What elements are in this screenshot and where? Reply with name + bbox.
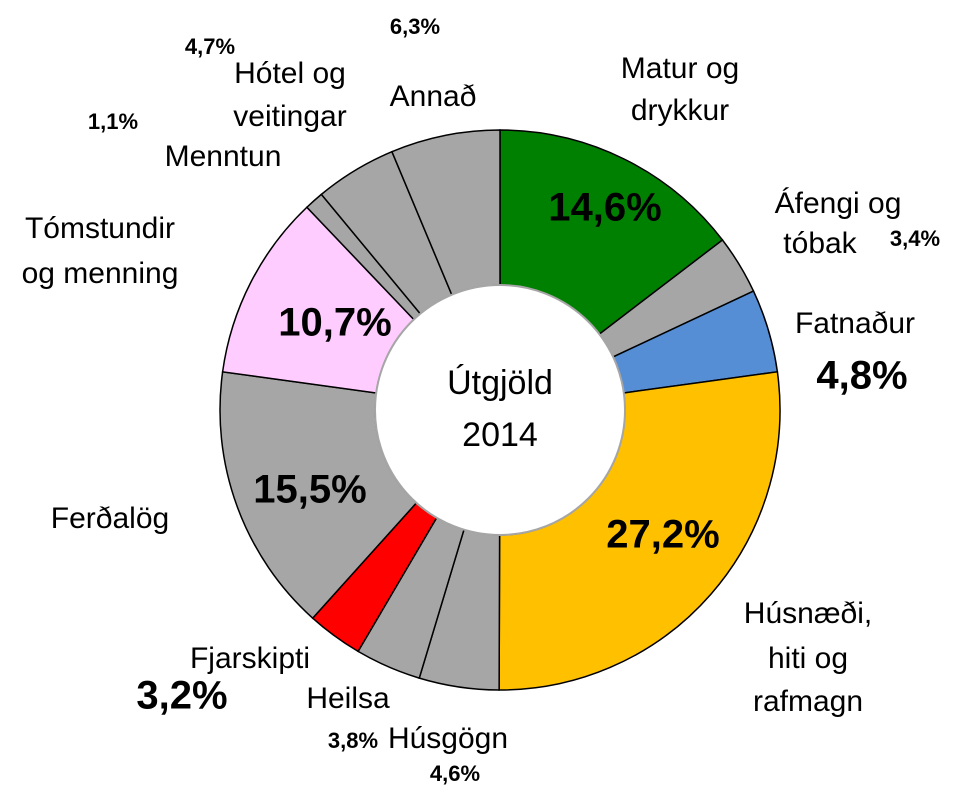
value-label: 4,8% <box>816 354 907 398</box>
value-label: 3,8% <box>328 728 378 753</box>
value-label: 1,1% <box>88 109 138 134</box>
category-label: Húsgögn <box>388 722 508 755</box>
category-label: Fatnaður <box>795 307 915 340</box>
value-label: 4,6% <box>430 761 480 786</box>
category-label: Annað <box>390 80 477 113</box>
category-label: Fjarskipti <box>190 642 310 675</box>
category-label: Heilsa <box>306 682 390 715</box>
category-label: Matur og drykkur <box>621 52 739 127</box>
category-label: Áfengi og tóbak <box>775 187 902 260</box>
category-label: Tómstundir og menning <box>22 212 179 290</box>
category-label: Hótel og veitingar <box>233 57 346 133</box>
center-label: Útgjöld 2014 <box>447 364 553 454</box>
center-hole <box>374 284 626 536</box>
value-label: 6,3% <box>390 14 440 39</box>
category-label: Húsnæði, hiti og rafmagn <box>744 597 872 718</box>
value-label: 3,2% <box>136 674 227 718</box>
category-label: Ferðalög <box>51 502 169 535</box>
value-label: 27,2% <box>606 513 719 557</box>
category-label: Menntun <box>165 140 282 173</box>
value-label: 3,4% <box>890 226 940 251</box>
value-label: 14,6% <box>548 186 661 230</box>
value-label: 4,7% <box>185 34 235 59</box>
value-label: 15,5% <box>253 468 366 512</box>
value-label: 10,7% <box>278 301 391 345</box>
